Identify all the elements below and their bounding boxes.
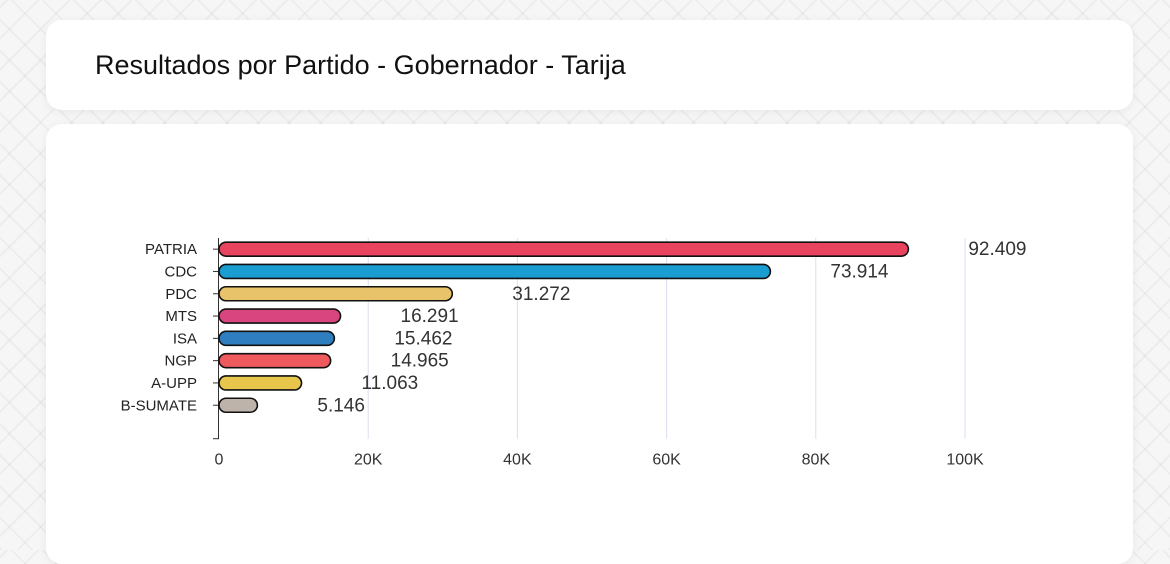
page-title: Resultados por Partido - Gobernador - Ta… <box>95 50 626 80</box>
value-label: 92.409 <box>968 239 1026 260</box>
category-label: B-SUMATE <box>121 397 197 414</box>
title-card: Resultados por Partido - Gobernador - Ta… <box>46 20 1133 110</box>
category-label: CDC <box>165 263 198 280</box>
value-label: 5.146 <box>317 395 365 416</box>
x-tick-label: 40K <box>503 452 532 469</box>
bar <box>218 308 342 324</box>
x-tick-label: 80K <box>802 452 831 469</box>
value-label: 11.063 <box>362 373 419 394</box>
category-label: ISA <box>173 330 197 347</box>
bar <box>218 241 910 257</box>
bar <box>218 263 772 280</box>
x-tick-label: 60K <box>652 452 681 469</box>
bar <box>218 285 454 302</box>
x-tick-label: 0 <box>215 452 224 469</box>
value-label: 16.291 <box>401 306 459 327</box>
x-tick-label: 20K <box>354 452 383 469</box>
category-label: NGP <box>164 353 197 370</box>
value-label: 15.462 <box>394 328 452 349</box>
chart-card: 0 20K 40K 60K 80K 100K PATRIA 92.409 CDC 73.914 PD… <box>46 124 1133 564</box>
value-label: 14.965 <box>391 351 449 372</box>
x-tick-label: 100K <box>946 452 984 469</box>
category-label: PATRIA <box>145 241 197 258</box>
bar <box>218 330 336 347</box>
bar <box>218 375 303 391</box>
category-label: MTS <box>165 308 197 325</box>
bar-chart: 0 20K 40K 60K 80K 100K PATRIA 92.409 CDC 73.914 PD… <box>121 238 1026 469</box>
value-label: 73.914 <box>830 261 889 282</box>
value-label: 31.272 <box>512 284 570 305</box>
category-label: PDC <box>165 286 197 303</box>
bar <box>218 352 332 369</box>
bar <box>218 397 259 414</box>
category-label: A-UPP <box>151 375 197 392</box>
